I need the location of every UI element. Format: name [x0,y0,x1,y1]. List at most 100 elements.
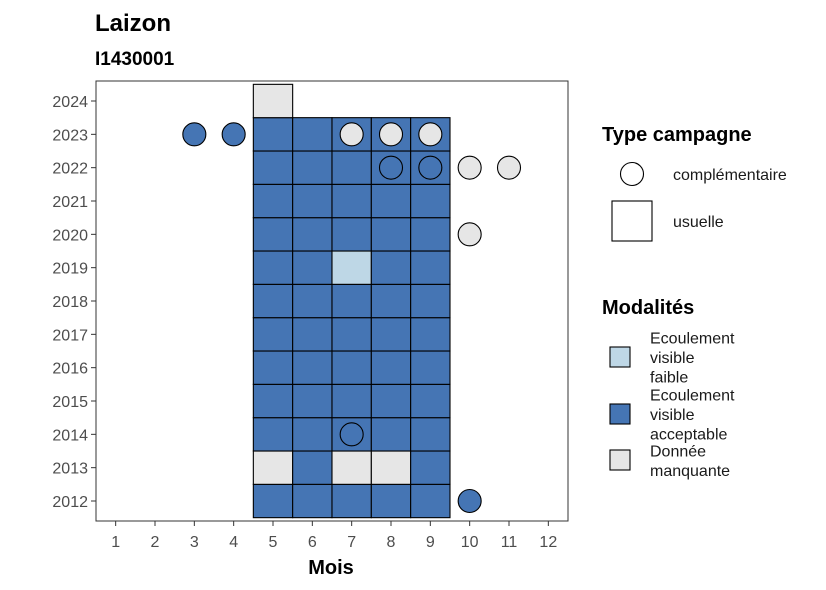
tile-2012-8 [370,483,412,519]
tile-2014-9 [410,417,451,452]
y-tick-label: 2017 [52,327,88,344]
tile-2017-8 [370,317,412,352]
tile-2024-5 [252,83,294,119]
legend-key-modalite [609,346,631,368]
x-tick-label: 2 [151,534,160,551]
y-axis: 2012 2013 2014 2015 2016 2017 2018 2019 2020 2021… [52,94,96,511]
tile-2013-6 [292,450,333,485]
point-2022-9 [418,155,443,180]
tile-2020-6 [292,217,333,252]
legend-label-complementaire: complémentaire [673,167,787,184]
tile-2017-7 [331,317,372,352]
tile-2018-7 [331,283,372,319]
tile-2019-8 [370,250,412,285]
legend-key-modalite [609,449,631,471]
tile-2020-8 [370,217,412,252]
tile-2021-7 [331,183,372,219]
y-tick-label: 2015 [52,394,88,411]
tile-2021-8 [370,183,412,219]
tile-2019-7 [331,250,372,285]
plot-panel [95,80,569,522]
x-tick-label: 1 [111,534,120,551]
x-tick-label: 3 [190,534,199,551]
tile-2017-5 [252,317,294,352]
legend-label-modalite: Ecoulement [650,388,735,405]
tile-2019-9 [410,250,451,285]
x-tick-label: 4 [229,534,238,551]
tile-2012-9 [410,483,451,519]
tile-2012-5 [252,483,294,519]
legend-key-usuelle [611,200,653,242]
legend-label-modalite: acceptable [650,427,727,444]
tile-2021-9 [410,183,451,219]
legend-label-modalite: manquante [650,463,730,480]
point-2023-7 [339,122,364,147]
point-2022-11 [496,155,522,180]
x-tick-label: 10 [461,534,479,551]
tile-2012-7 [331,483,372,519]
y-tick-label: 2020 [52,227,88,244]
tile-2013-9 [410,450,451,485]
tile-2016-5 [252,350,294,385]
tile-2016-7 [331,350,372,385]
tile-2017-6 [292,317,333,352]
legend-type-campagne: Type campagne complémentaire usuelle [602,124,787,242]
x-tick-label: 5 [269,534,278,551]
tile-2020-7 [331,217,372,252]
tile-2018-8 [370,283,412,319]
point-2020-10 [457,222,482,247]
tile-2015-5 [252,383,294,419]
legend-key-modalite [609,403,631,425]
tile-2015-7 [331,383,372,419]
legend-modalites: Modalités EcoulementvisiblefaibleEcoulem… [602,297,735,480]
tile-2016-6 [292,350,333,385]
y-tick-label: 2023 [52,127,88,144]
legend-label-usuelle: usuelle [673,214,724,231]
tile-2015-6 [292,383,333,419]
x-axis: 1 2 3 4 5 6 7 8 9 10 11 12 [111,521,557,551]
x-tick-label: 6 [308,534,317,551]
y-tick-label: 2014 [52,427,88,444]
tile-2016-9 [410,350,451,385]
tile-2020-9 [410,217,451,252]
y-tick-label: 2022 [52,161,88,178]
point-2023-4 [221,122,246,147]
legend-modalites-title: Modalités [602,297,694,319]
tile-2017-9 [410,317,451,352]
tile-2022-5 [252,150,294,185]
point-2022-8 [378,155,404,180]
tile-2014-6 [292,417,333,452]
y-tick-label: 2021 [52,194,88,211]
chart-subtitle: I1430001 [95,49,175,70]
tile-2020-5 [252,217,294,252]
tile-2021-6 [292,183,333,219]
tile-2013-5 [252,450,294,485]
legend-label-modalite: Donnée [650,443,706,460]
y-tick-label: 2012 [52,494,88,511]
tile-2023-5 [252,117,294,152]
point-2023-8 [378,122,404,147]
y-tick-label: 2024 [52,94,88,111]
y-tick-label: 2016 [52,361,88,378]
chart-title: Laizon [95,10,171,37]
point-2012-10 [457,488,482,514]
tile-2021-5 [252,183,294,219]
point-2014-7 [339,422,364,447]
tile-2012-6 [292,483,333,519]
tile-2019-6 [292,250,333,285]
tile-2019-5 [252,250,294,285]
tile-2018-6 [292,283,333,319]
tile-2013-8 [370,450,412,485]
tile-2015-9 [410,383,451,419]
y-tick-label: 2019 [52,261,88,278]
tile-2013-7 [331,450,372,485]
tile-2016-8 [370,350,412,385]
x-tick-label: 9 [426,534,435,551]
point-2023-3 [182,122,207,147]
legend-label-modalite: faible [650,370,688,387]
tile-2018-5 [252,283,294,319]
tile-2014-8 [370,417,412,452]
tile-2022-7 [331,150,372,185]
x-tick-label: 12 [539,534,557,551]
